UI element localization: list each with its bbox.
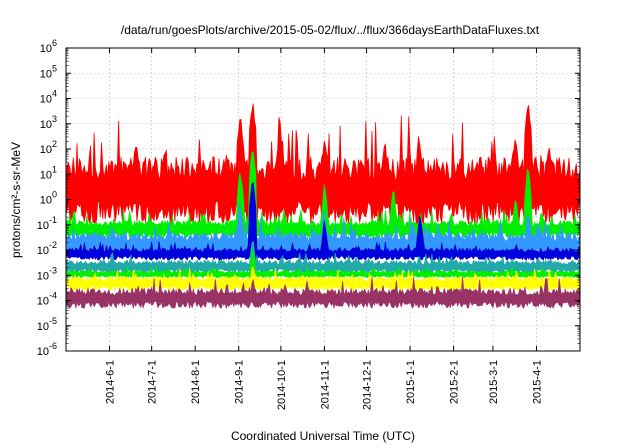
y-tick-label: 10-2	[37, 240, 57, 257]
y-tick-label: 10-1	[37, 215, 57, 232]
y-tick-label: 10-5	[37, 316, 57, 333]
x-tick-label: 2015-4-1	[531, 360, 543, 404]
chart-title: /data/run/goesPlots/archive/2015-05-02/f…	[121, 23, 540, 37]
y-tick-label: 10-3	[37, 265, 57, 282]
y-tick-label: 101	[40, 164, 57, 181]
x-axis-title: Coordinated Universal Time (UTC)	[231, 429, 415, 443]
y-tick-label: 100	[40, 190, 57, 207]
x-tick-label: 2015-1-1	[405, 360, 417, 404]
x-tick-label: 2014-7-1	[147, 360, 159, 404]
y-tick-label: 10-4	[37, 291, 57, 308]
y-tick-label: 104	[40, 89, 57, 106]
x-tick-label: 2014-6-1	[105, 360, 117, 404]
y-axis-ticks: 10-6 10-5 10-4 10-3 10-2 10-1 100 101 102 103 104 1…	[37, 38, 580, 358]
y-tick-label: 105	[40, 63, 57, 80]
y-tick-label: 10-6	[37, 341, 57, 358]
y-tick-label: 103	[40, 114, 57, 131]
x-tick-label: 2015-2-1	[449, 360, 461, 404]
x-tick-label: 2014-12-1	[362, 360, 374, 410]
y-tick-label: 102	[40, 139, 57, 156]
y-tick-label: 106	[40, 38, 57, 55]
x-axis-ticks: 2014-6-1 2014-7-1 2014-8-1 2014-9-1 2014-10-…	[105, 48, 543, 410]
x-tick-label: 2014-8-1	[190, 360, 202, 404]
x-tick-label: 2015-3-1	[488, 360, 500, 404]
x-tick-label: 2014-11-1	[319, 360, 331, 409]
y-axis-title: protons/cm²-s-sr-MeV	[9, 142, 23, 258]
series-layer	[65, 103, 581, 309]
x-tick-label: 2014-10-1	[276, 360, 288, 410]
x-tick-label: 2014-9-1	[234, 360, 246, 404]
